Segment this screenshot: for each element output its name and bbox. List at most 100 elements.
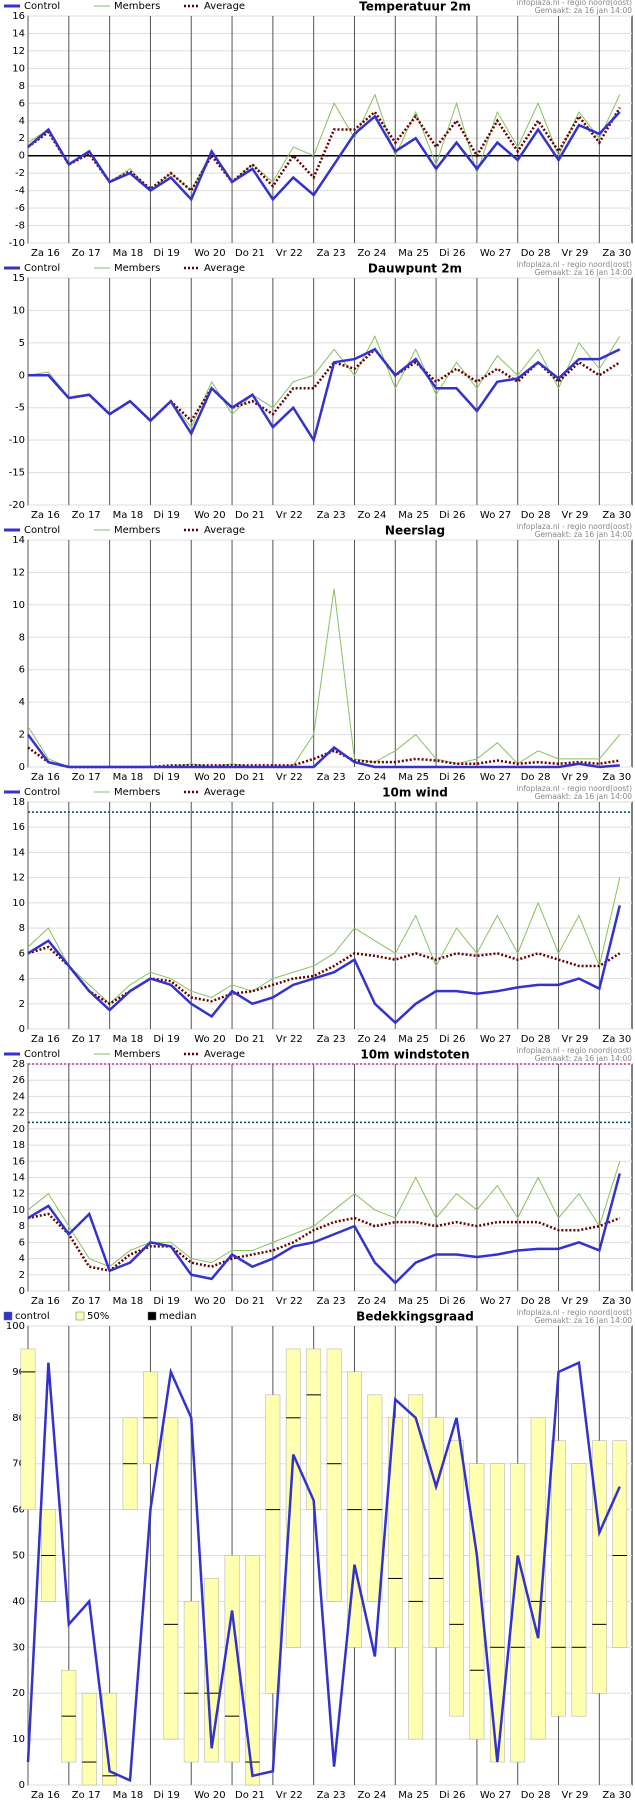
y-tick-label: 2 xyxy=(19,133,25,144)
y-tick-label: 10 xyxy=(12,600,25,611)
x-tick-label: Ma 25 xyxy=(398,510,429,521)
x-tick-label: Zo 17 xyxy=(72,1790,101,1800)
legend-label: Members xyxy=(114,787,160,798)
x-tick-label: Di 19 xyxy=(153,510,179,521)
box xyxy=(612,1440,628,1648)
x-tick-label: Wo 20 xyxy=(194,1296,225,1307)
made: Gemaakt: za 16 jan 14:00 xyxy=(535,792,633,801)
box xyxy=(428,1417,444,1648)
chart-title: Temperatuur 2m xyxy=(359,0,471,14)
x-tick-label: Za 16 xyxy=(31,248,60,259)
y-tick-label: 10 xyxy=(12,898,25,909)
x-tick-label: Za 16 xyxy=(31,510,60,521)
made: Gemaakt: za 16 jan 14:00 xyxy=(535,530,633,539)
legend-label: Control xyxy=(24,525,60,536)
x-tick-label: Di 26 xyxy=(439,1296,465,1307)
x-tick-label: Za 30 xyxy=(602,1296,631,1307)
x-tick-label: Do 28 xyxy=(521,248,551,259)
x-tick-label: Ma 18 xyxy=(113,1790,144,1800)
source: infoplaza.nl - regio noord(oost) xyxy=(516,784,632,793)
x-tick-label: Vr 29 xyxy=(562,1034,589,1045)
series-line xyxy=(27,877,621,1005)
x-tick-label: Ma 25 xyxy=(398,248,429,259)
x-tick-label: Wo 27 xyxy=(480,510,511,521)
x-tick-label: Zo 17 xyxy=(72,772,101,783)
y-tick-label: -10 xyxy=(9,238,25,249)
y-tick-label: 26 xyxy=(12,1075,25,1086)
y-tick-label: 20 xyxy=(12,1124,25,1135)
y-tick-label: 4 xyxy=(19,697,25,708)
y-tick-label: 12 xyxy=(12,46,25,57)
legend-label: median xyxy=(159,1311,197,1322)
y-tick-label: 10 xyxy=(12,1205,25,1216)
y-tick-label: 10 xyxy=(12,63,25,74)
box xyxy=(20,1348,36,1510)
y-tick-label: 12 xyxy=(12,1189,25,1200)
y-tick-label: 4 xyxy=(19,116,25,127)
x-tick-label: Di 26 xyxy=(439,772,465,783)
x-tick-label: Zo 17 xyxy=(72,1296,101,1307)
x-tick-label: Wo 27 xyxy=(480,772,511,783)
y-tick-label: 70 xyxy=(12,1459,25,1470)
series-line xyxy=(27,1212,621,1273)
x-tick-label: Ma 25 xyxy=(398,1790,429,1800)
y-tick-label: 22 xyxy=(12,1108,25,1119)
chart-title: Neerslag xyxy=(385,524,445,538)
box xyxy=(510,1463,526,1763)
x-tick-label: Do 21 xyxy=(235,1296,265,1307)
source: infoplaza.nl - regio noord(oost) xyxy=(516,1308,632,1317)
y-tick-label: 0 xyxy=(19,1286,25,1297)
y-tick-label: 14 xyxy=(12,1173,25,1184)
x-tick-label: Zo 24 xyxy=(357,1034,386,1045)
x-tick-label: Vr 22 xyxy=(276,772,303,783)
x-tick-label: Za 30 xyxy=(602,772,631,783)
y-tick-label: 2 xyxy=(19,999,25,1010)
x-tick-label: Do 28 xyxy=(521,772,551,783)
x-tick-label: Vr 22 xyxy=(276,1296,303,1307)
x-tick-label: Di 19 xyxy=(153,772,179,783)
x-tick-label: Vr 22 xyxy=(276,248,303,259)
x-tick-label: Di 26 xyxy=(439,1790,465,1800)
source: infoplaza.nl - regio noord(oost) xyxy=(516,260,632,269)
x-tick-label: Zo 17 xyxy=(72,510,101,521)
y-tick-label: 8 xyxy=(19,632,25,643)
y-tick-label: 14 xyxy=(12,28,25,39)
legend-label: Average xyxy=(204,1049,245,1060)
box xyxy=(408,1394,424,1740)
x-tick-label: Zo 17 xyxy=(72,248,101,259)
x-tick-label: Vr 29 xyxy=(562,510,589,521)
y-tick-label: 8 xyxy=(19,923,25,934)
y-tick-label: 50 xyxy=(12,1551,25,1562)
x-tick-label: Ma 18 xyxy=(113,772,144,783)
x-tick-label: Vr 22 xyxy=(276,510,303,521)
legend-label: Average xyxy=(204,263,245,274)
series-line xyxy=(27,107,621,193)
x-tick-label: Do 21 xyxy=(235,772,265,783)
y-tick-label: 6 xyxy=(19,948,25,959)
x-tick-label: Do 21 xyxy=(235,1034,265,1045)
x-tick-label: Wo 27 xyxy=(480,1034,511,1045)
x-tick-label: Za 30 xyxy=(602,1034,631,1045)
y-tick-label: 60 xyxy=(12,1505,25,1516)
x-tick-label: Za 30 xyxy=(602,248,631,259)
chart-title: Bedekkingsgraad xyxy=(356,1310,474,1324)
x-tick-label: Ma 25 xyxy=(398,772,429,783)
x-tick-label: Ma 18 xyxy=(113,1034,144,1045)
y-tick-label: 2 xyxy=(19,1270,25,1281)
x-tick-label: Do 21 xyxy=(235,510,265,521)
x-tick-label: Vr 29 xyxy=(562,1296,589,1307)
box xyxy=(163,1417,179,1740)
x-tick-label: Za 23 xyxy=(317,1034,346,1045)
series-line xyxy=(26,733,620,769)
x-tick-label: Za 23 xyxy=(317,248,346,259)
chart-title: 10m wind xyxy=(382,786,448,800)
x-tick-label: Wo 27 xyxy=(480,248,511,259)
x-tick-label: Zo 24 xyxy=(357,772,386,783)
made: Gemaakt: za 16 jan 14:00 xyxy=(535,6,633,15)
y-tick-label: 16 xyxy=(12,822,25,833)
y-tick-label: 16 xyxy=(12,11,25,22)
x-tick-label: Wo 20 xyxy=(194,1790,225,1800)
series-line xyxy=(27,1173,621,1285)
made: Gemaakt: za 16 jan 14:00 xyxy=(535,268,633,277)
